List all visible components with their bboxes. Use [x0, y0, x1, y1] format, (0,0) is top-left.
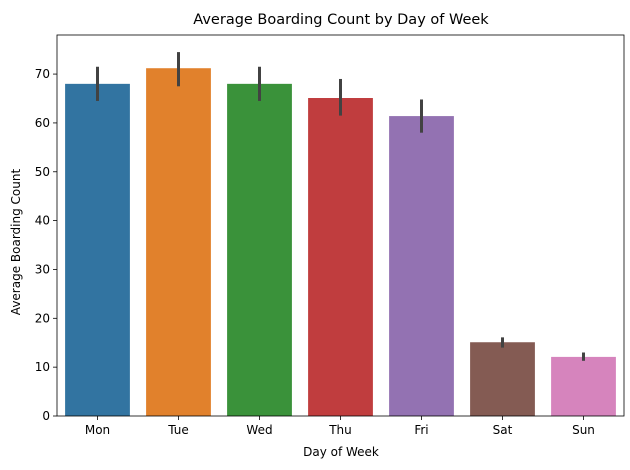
y-axis-label: Average Boarding Count [9, 169, 23, 316]
y-tick-label: 30 [35, 262, 50, 276]
x-axis: Mon Tue Wed Thu Fri Sat Sun [85, 416, 595, 437]
x-tick-label-sun: Sun [572, 423, 595, 437]
x-tick-label-mon: Mon [85, 423, 110, 437]
chart-title: Average Boarding Count by Day of Week [193, 12, 489, 28]
y-tick-label: 50 [35, 165, 50, 179]
bar-sat [470, 342, 535, 416]
y-tick-label: 0 [42, 409, 50, 423]
x-tick-label-tue: Tue [167, 423, 189, 437]
y-tick-label: 10 [35, 360, 50, 374]
error-bars-group [96, 52, 585, 361]
y-tick-label: 40 [35, 214, 50, 228]
y-tick-label: 20 [35, 311, 50, 325]
x-tick-label-fri: Fri [414, 423, 428, 437]
x-tick-label-sat: Sat [493, 423, 513, 437]
bar-tue [146, 68, 211, 416]
x-tick-label-wed: Wed [246, 423, 272, 437]
x-axis-label: Day of Week [303, 445, 379, 459]
bars-group [65, 68, 616, 416]
bar-sun [551, 356, 616, 416]
bar-wed [227, 83, 292, 416]
bar-fri [389, 116, 454, 416]
bar-mon [65, 83, 130, 416]
bar-thu [308, 98, 373, 416]
y-axis: 0 10 20 30 40 50 60 70 [35, 67, 57, 423]
plot-frame [56, 34, 625, 417]
y-tick-label: 60 [35, 116, 50, 130]
x-tick-label-thu: Thu [328, 423, 352, 437]
y-tick-label: 70 [35, 67, 50, 81]
